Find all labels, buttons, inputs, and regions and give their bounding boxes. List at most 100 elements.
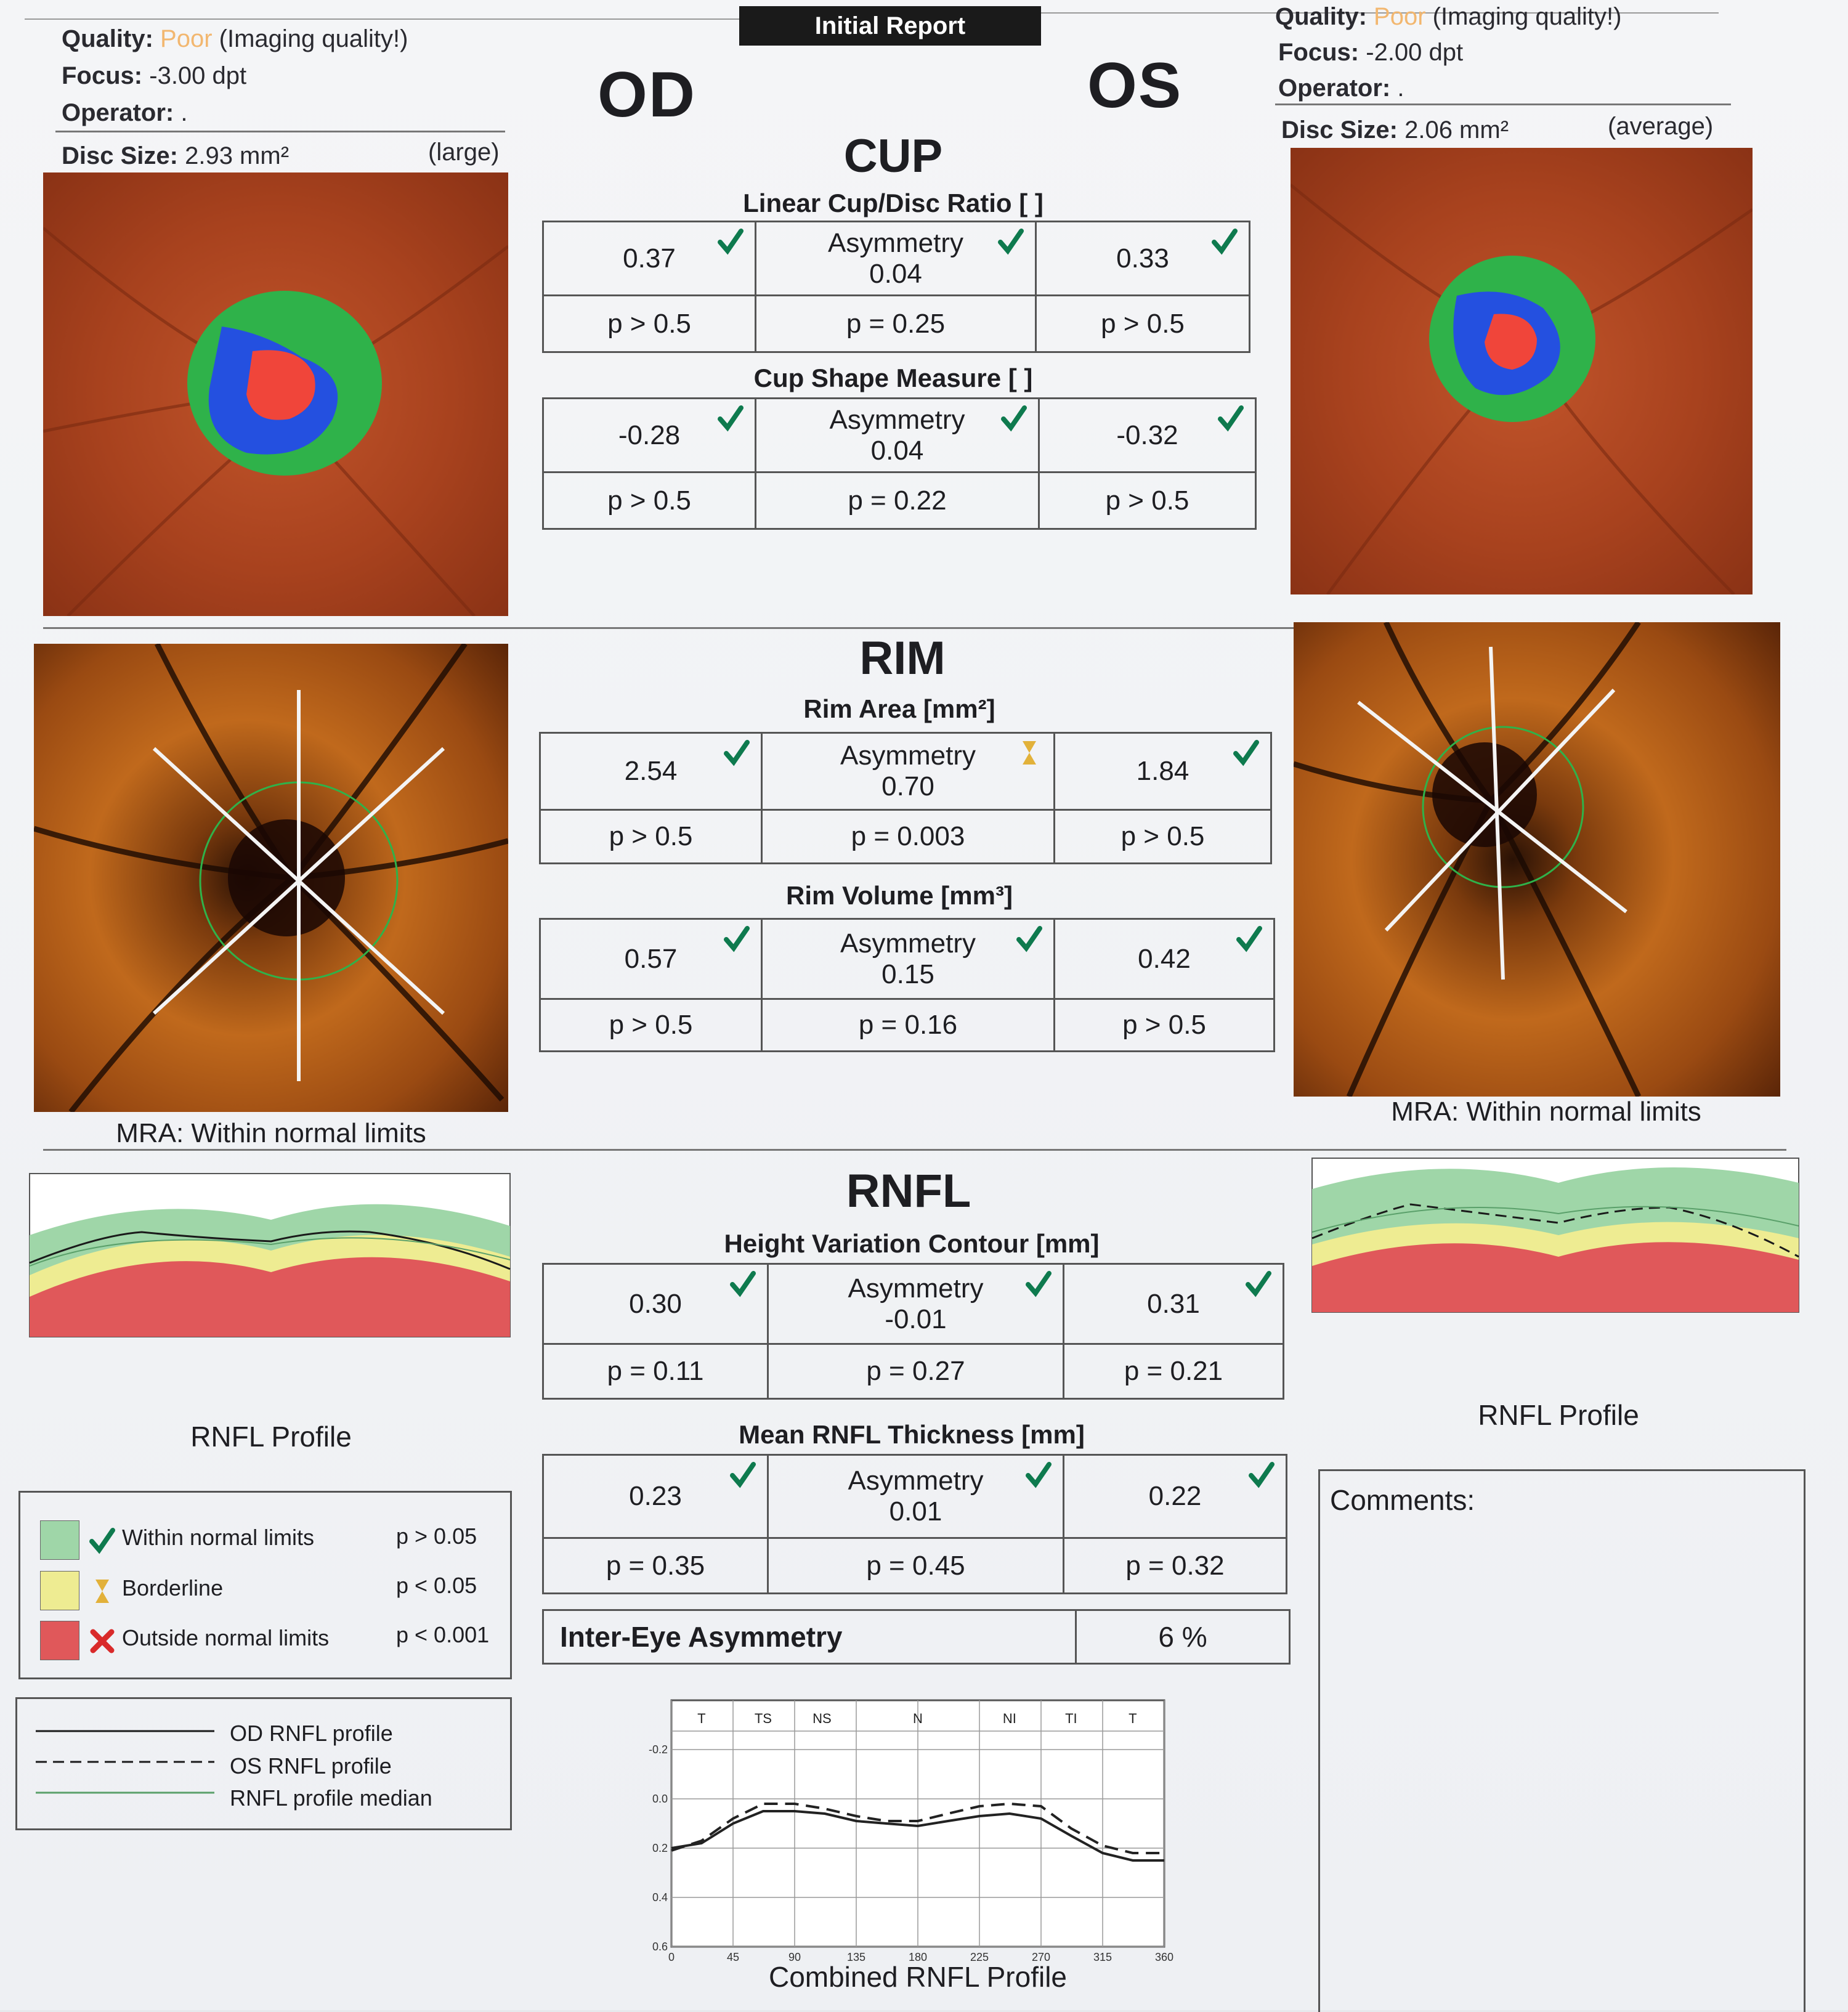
rim-title: RIM (859, 632, 946, 684)
check-icon (724, 740, 750, 766)
hvc-od-p: p = 0.11 (542, 1343, 769, 1400)
linear-cd-od-p: p > 0.5 (542, 294, 756, 353)
check-icon (1233, 740, 1259, 766)
os-profile-line (671, 1802, 1164, 1854)
od-mra-result: MRA: Within normal limits (116, 1118, 426, 1148)
od-disc-class: (large) (428, 139, 500, 166)
sector-label: NI (1003, 1711, 1016, 1726)
combined-rnfl-caption: Combined RNFL Profile (768, 1961, 1068, 1993)
sector-label: T (697, 1711, 705, 1726)
legend-p-outside: p < 0.001 (396, 1622, 490, 1647)
comments-box[interactable]: Comments: (1318, 1469, 1805, 2012)
legend-label-outside: Outside normal limits (122, 1625, 330, 1650)
legend-os-profile: OS RNFL profile (230, 1753, 392, 1779)
y-tick-label: 0.6 (652, 1941, 668, 1953)
rim-volume-table: 0.57 Asymmetry 0.15 0.42 p > 0.5 p = 0.16 p… (539, 918, 1275, 1052)
hourglass-icon (1023, 741, 1036, 765)
rim-area-asym: Asymmetry 0.70 (761, 732, 1055, 811)
y-tick-label: -0.2 (649, 1743, 668, 1756)
hvc-table: 0.30 Asymmetry -0.01 0.31 p = 0.11 p = 0.2… (542, 1263, 1284, 1400)
mean-rnfl-title: Mean RNFL Thickness [mm] (739, 1420, 1085, 1449)
os-disc-size: Disc Size: 2.06 mm² (1281, 116, 1509, 144)
x-tick-label: 0 (668, 1951, 675, 1962)
od-focus: Focus: -3.00 dpt (62, 62, 247, 89)
y-tick-label: 0.4 (652, 1891, 668, 1904)
os-disc-class: (average) (1608, 113, 1714, 140)
x-tick-label: 90 (788, 1951, 801, 1962)
cup-shape-od: -0.28 (542, 397, 756, 473)
os-operator: Operator: . (1278, 75, 1404, 102)
legend-label-borderline: Borderline (122, 1575, 224, 1600)
inter-eye-label: Inter-Eye Asymmetry (542, 1609, 1077, 1665)
y-tick-label: 0.0 (652, 1793, 668, 1805)
od-rnfl-profile-chart (0, 1167, 517, 1426)
od-quality: Quality: Poor (Imaging quality!) (62, 25, 408, 52)
cup-shape-title: Cup Shape Measure [ ] (753, 363, 1033, 392)
os-rnfl-profile-caption: RNFL Profile (1478, 1399, 1639, 1431)
x-tick-label: 315 (1093, 1951, 1112, 1962)
legend-p-normal: p > 0.05 (396, 1523, 477, 1549)
rim-volume-od: 0.57 (539, 918, 763, 1000)
mean-rnfl-od: 0.23 (542, 1454, 769, 1539)
cup-shape-os: -0.32 (1038, 397, 1257, 473)
cup-shape-os-p: p > 0.5 (1038, 471, 1257, 530)
inter-eye-table: Inter-Eye Asymmetry 6 % (542, 1609, 1291, 1665)
linear-cd-od: 0.37 (542, 221, 756, 296)
rim-area-os-p: p > 0.5 (1053, 809, 1272, 864)
check-icon (718, 405, 744, 432)
rnfl-title: RNFL (846, 1165, 971, 1217)
hvc-title: Height Variation Contour [mm] (724, 1229, 1100, 1258)
sector-label: T (1129, 1711, 1137, 1726)
x-tick-label: 225 (970, 1951, 989, 1962)
hvc-od: 0.30 (542, 1263, 769, 1345)
check-icon (1218, 405, 1244, 432)
legend-swatch-green (40, 1520, 79, 1560)
os-mra-image (1294, 622, 1780, 1097)
check-icon (724, 926, 750, 952)
mean-rnfl-os-p: p = 0.32 (1063, 1537, 1287, 1594)
check-icon (1016, 926, 1042, 952)
linear-cd-table: 0.37 Asymmetry 0.04 0.33 p > 0.5 p = 0.25 p… (542, 221, 1250, 353)
cup-shape-od-p: p > 0.5 (542, 471, 756, 530)
mean-rnfl-os: 0.22 (1063, 1454, 1287, 1539)
check-icon (1246, 1271, 1271, 1297)
rim-volume-asym-p: p = 0.16 (761, 998, 1055, 1052)
rim-volume-os-p: p > 0.5 (1053, 998, 1275, 1052)
check-icon (1249, 1462, 1275, 1488)
od-disc-size: Disc Size: 2.93 mm² (62, 142, 290, 169)
x-tick-label: 135 (847, 1951, 865, 1962)
legend-median-profile: RNFL profile median (230, 1785, 432, 1811)
hvc-asym-p: p = 0.27 (767, 1343, 1064, 1400)
sector-label: NS (813, 1711, 832, 1726)
hvc-asym: Asymmetry -0.01 (767, 1263, 1064, 1345)
rim-volume-title: Rim Volume [mm³] (786, 881, 1013, 910)
od-operator: Operator: . (62, 99, 188, 126)
os-rnfl-profile-chart (1287, 1146, 1817, 1392)
hourglass-icon (95, 1580, 109, 1603)
x-tick-label: 270 (1032, 1951, 1050, 1962)
cup-shape-table: -0.28 Asymmetry 0.04 -0.32 p > 0.5 p = 0.2… (542, 397, 1257, 530)
cup-title: CUP (843, 130, 943, 182)
od-label: OD (598, 59, 696, 131)
rim-area-od: 2.54 (539, 732, 763, 811)
check-icon (1212, 229, 1238, 255)
y-tick-label: 0.2 (652, 1842, 668, 1854)
hvc-os-p: p = 0.21 (1063, 1343, 1284, 1400)
combined-rnfl-chart: T TS NS N NI TI T -0.2 0.0 0.2 0.4 0.6 0 45 90 135 180… (634, 1691, 1177, 1963)
check-icon (998, 229, 1024, 255)
check-icon (1026, 1271, 1052, 1297)
mean-rnfl-asym: Asymmetry 0.01 (767, 1454, 1064, 1539)
os-mra-result: MRA: Within normal limits (1391, 1097, 1701, 1127)
check-icon (1001, 405, 1027, 432)
legend-od-profile: OD RNFL profile (230, 1721, 393, 1746)
line-legend: OD RNFL profile OS RNFL profile RNFL pro… (15, 1697, 512, 1830)
mean-rnfl-od-p: p = 0.35 (542, 1537, 769, 1594)
rim-area-asym-p: p = 0.003 (761, 809, 1055, 864)
cup-shape-asym-p: p = 0.22 (755, 471, 1040, 530)
check-icon (730, 1271, 756, 1297)
legend-p-borderline: p < 0.05 (396, 1573, 477, 1598)
x-tick-label: 180 (909, 1951, 927, 1962)
inter-eye-value: 6 % (1075, 1609, 1291, 1665)
rim-volume-asym: Asymmetry 0.15 (761, 918, 1055, 1000)
